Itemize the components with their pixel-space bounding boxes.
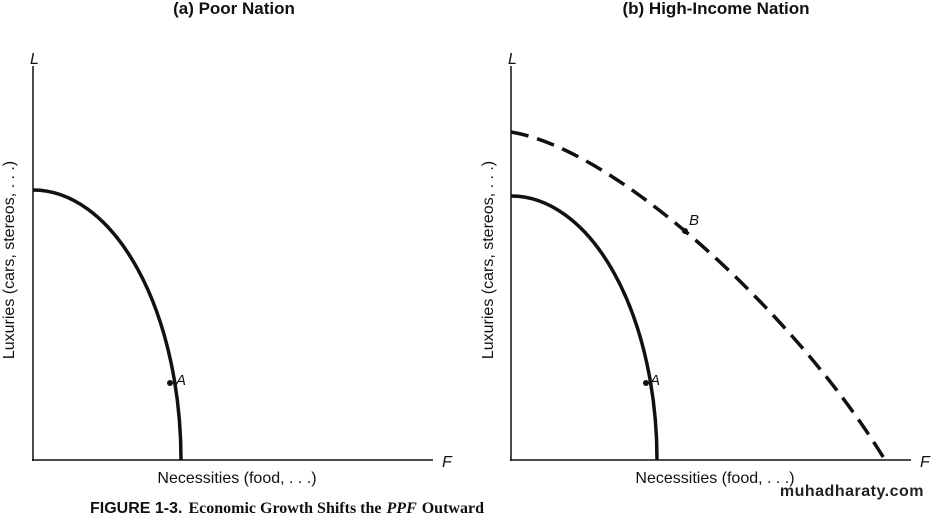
caption-emphasis: PPF (386, 500, 418, 515)
caption-text: Economic Growth Shifts the (188, 500, 381, 515)
caption: FIGURE 1-3. Economic Growth Shifts the PPF… (90, 500, 484, 515)
point-label: B (689, 212, 699, 229)
caption-text: Outward (422, 500, 484, 515)
y-axis-label: Luxuries (cars, stereos, . . .) (1, 161, 18, 359)
y-axis-letter: L (508, 51, 517, 68)
point-label: A (175, 372, 186, 389)
point-dot (167, 380, 173, 386)
panel-title: (b) High-Income Nation (623, 0, 810, 18)
point-dot (643, 380, 649, 386)
y-axis-label: Luxuries (cars, stereos, . . .) (480, 161, 497, 359)
ppf-curve-shifted (510, 130, 887, 461)
ppf-curve (510, 194, 659, 461)
x-axis-letter: F (920, 454, 931, 471)
watermark: muhadharaty.com (780, 483, 924, 500)
caption-label: FIGURE 1-3. (90, 500, 182, 515)
point-dot (682, 228, 688, 234)
y-axis-letter: L (30, 51, 39, 68)
x-axis-letter: F (442, 454, 453, 471)
x-axis-label: Necessities (food, . . .) (157, 470, 316, 487)
x-axis-label: Necessities (food, . . .) (635, 470, 794, 487)
point-label: A (649, 372, 660, 389)
panel-title: (a) Poor Nation (173, 0, 295, 18)
ppf-curve (32, 188, 183, 461)
